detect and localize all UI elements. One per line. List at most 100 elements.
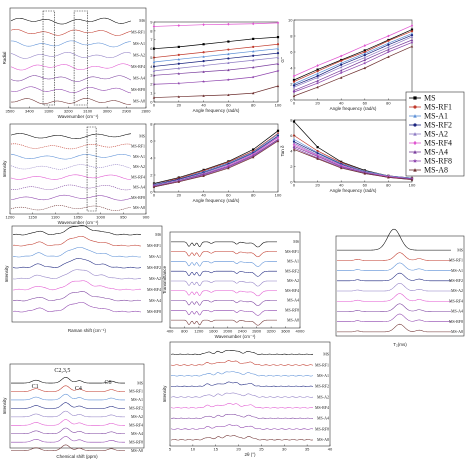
p3-xtick-label-0: 0 xyxy=(293,101,296,106)
p9-trace-1 xyxy=(337,252,451,261)
p5-ytick-label-4: 8 xyxy=(150,121,153,126)
p4-ylabel: Intensity xyxy=(2,160,7,178)
p2-point-4-1 xyxy=(177,66,181,70)
p7-trace-2 xyxy=(12,246,142,258)
p7-trace-5 xyxy=(12,280,142,291)
p5-point-2-5 xyxy=(276,132,280,136)
p6-ylabel: Tan δ xyxy=(280,145,285,157)
p1-series-label-6: MS-RF8 xyxy=(131,87,145,92)
p9-trace-6 xyxy=(337,303,451,312)
p3-xlabel: Angle frequency (rad/s) xyxy=(330,106,377,111)
p1-series-label-1: MS-RF1 xyxy=(131,30,145,35)
p7-series-label-5: MS-RF4 xyxy=(147,287,161,292)
p8-series-label-6: MS-A4 xyxy=(287,298,299,303)
p6-point-8-5 xyxy=(410,178,414,181)
p7-xlabel: Raman shift (cm⁻¹) xyxy=(68,328,107,333)
p4-frame xyxy=(9,123,147,215)
p6-series-line-8 xyxy=(293,149,413,181)
p7-series-label-0: MS xyxy=(155,232,161,237)
p3-point-7-1 xyxy=(316,81,320,85)
p3-series-line-4 xyxy=(293,36,413,88)
p4-series-label-0: MS xyxy=(139,133,145,138)
p10-trace-8 xyxy=(11,444,125,451)
p8-panel: MS MS-RF1 MS-A1 MS-RF2 MS-A2 MS-RF4 MS-A4 MS-RF… xyxy=(162,231,305,339)
p6-ytick-label-2: 4 xyxy=(290,148,293,153)
p3-point-4-1 xyxy=(316,76,319,79)
p3-point-2-4 xyxy=(387,41,390,45)
p3-series-line-1 xyxy=(293,30,413,82)
p2-point-1-1 xyxy=(177,53,180,56)
p9-series-label-2: MS-A1 xyxy=(451,268,463,273)
p3-point-4-4 xyxy=(387,45,390,49)
p1-trace-2 xyxy=(10,40,132,48)
p6-point-6-1 xyxy=(316,155,319,158)
p4-xtick-label-2: 1100 xyxy=(51,215,60,220)
p2-point-5-1 xyxy=(177,24,181,27)
p11-xtick-label-3: 20 xyxy=(236,447,241,452)
p6-point-3-1 xyxy=(316,152,319,155)
p2-point-4-4 xyxy=(251,58,255,62)
p3-point-4-3 xyxy=(363,56,367,59)
p8-trace-3 xyxy=(171,270,277,277)
p8-series-label-8: MS-A8 xyxy=(287,317,299,322)
p4-trace-5 xyxy=(10,184,132,191)
p7-series-label-4: MS-A2 xyxy=(149,276,161,281)
p3-point-8-2 xyxy=(339,76,343,79)
p3-point-8-4 xyxy=(387,55,390,58)
p7-series-label-3: MS-RF2 xyxy=(147,265,161,270)
p5-ytick-label-3: 6 xyxy=(150,138,153,143)
p4-xtick-label-4: 1000 xyxy=(96,215,106,220)
p11-xtick-label-4: 25 xyxy=(259,447,264,452)
p11-series-label-2: MS-A1 xyxy=(317,373,329,378)
p2-point-2-2 xyxy=(202,55,205,58)
p2-ytick-label-0: 0 xyxy=(150,99,153,104)
p4-xtick-label-5: 950 xyxy=(120,215,127,220)
p2-point-7-2 xyxy=(202,80,206,83)
p3-point-8-1 xyxy=(316,85,319,89)
p4-panel: MS MS-RF1 MS-A1 MS-A2 MS-RF4 MS-A4 MS-RF8 MS-A8… xyxy=(2,123,150,225)
p7-series-label-6: MS-A4 xyxy=(149,298,161,303)
p3-series-line-6 xyxy=(293,39,413,91)
p10-trace-5 xyxy=(11,419,125,426)
legend-marker-1 xyxy=(413,105,417,109)
p4-trace-7 xyxy=(10,205,132,211)
p9-trace-0 xyxy=(337,228,451,251)
p5-xtick-label-5: 100 xyxy=(275,193,282,198)
p10-ylabel: Intensity xyxy=(2,397,7,415)
p4-xtick-label-1: 1150 xyxy=(28,215,37,220)
p11-trace-1 xyxy=(170,360,314,366)
p2-point-5-0 xyxy=(152,25,156,28)
p2-point-3-5 xyxy=(276,52,280,55)
p6-point-8-0 xyxy=(292,148,296,151)
p2-point-0-4 xyxy=(252,37,255,40)
p11-xtick-label-1: 10 xyxy=(191,447,196,452)
p2-panel: 0 20 40 60 80 100 0 1 2 3 4 5 6 7 8 9 Angle frequency (r… xyxy=(150,19,282,113)
p3-point-2-1 xyxy=(316,72,319,75)
p10-trace-1 xyxy=(11,385,125,392)
p11-xtick-label-5: 30 xyxy=(282,447,287,452)
p2-point-7-5 xyxy=(276,69,280,73)
p9-series-label-4: MS-A2 xyxy=(451,288,463,293)
p2-point-0-2 xyxy=(202,43,205,46)
p2-point-1-3 xyxy=(227,48,230,51)
p4-series-label-7: MS-A8 xyxy=(133,205,145,210)
p8-xtick-label-1: 800 xyxy=(181,329,188,334)
p10-trace-3 xyxy=(11,402,125,409)
p8-series-label-3: MS-RF2 xyxy=(285,268,299,273)
p11-panel: MS MS-RF1 MS-A1 MS-RF2 MS-A2 MS-RF4 MS-A4 MS-RF… xyxy=(162,341,333,457)
p2-point-2-5 xyxy=(276,47,280,50)
p6-series-line-6 xyxy=(293,146,413,180)
p1-highlight-box-0 xyxy=(42,10,55,106)
p4-xlabel: Wavenumber (cm⁻¹) xyxy=(58,220,99,225)
p3-point-2-2 xyxy=(339,61,343,65)
p3-point-1-4 xyxy=(387,39,390,42)
p1-xtick-label-0: 3500 xyxy=(6,109,16,114)
legend-marker-7 xyxy=(412,158,418,163)
p8-trace-5 xyxy=(171,290,277,297)
p9-trace-3 xyxy=(337,272,451,282)
p2-point-0-5 xyxy=(276,36,280,39)
p6-point-8-2 xyxy=(339,166,343,170)
p2-point-1-2 xyxy=(202,51,205,54)
p5-series-line-3 xyxy=(153,135,279,186)
p2-series-line-3 xyxy=(153,52,279,67)
